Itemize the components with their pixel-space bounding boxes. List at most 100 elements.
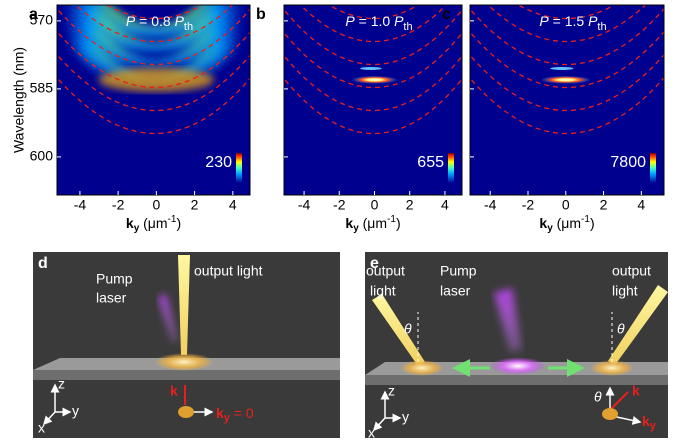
y-tick-label: 585 bbox=[30, 80, 54, 96]
x-tick-label: 2 bbox=[600, 197, 608, 213]
title-sub: th bbox=[184, 21, 193, 33]
x-tick-label: 0 bbox=[152, 197, 160, 213]
pump-label: laser bbox=[440, 283, 471, 299]
panel-title: P = 1.0 Pth bbox=[345, 13, 412, 33]
condensate bbox=[400, 360, 444, 376]
panel-letter: d bbox=[38, 255, 48, 272]
xlabel-unit: (μm bbox=[553, 215, 581, 231]
xlabel-sub: y bbox=[547, 223, 553, 234]
axis-label: x bbox=[368, 425, 375, 441]
pump-beam bbox=[494, 288, 522, 352]
xlabel-k: k bbox=[345, 215, 353, 231]
xlabel-sup: -1 bbox=[581, 214, 590, 225]
title-text: = 0.8 bbox=[135, 13, 174, 29]
output-label: output bbox=[612, 263, 651, 279]
ky-eq: = 0 bbox=[230, 405, 254, 421]
title-var: P bbox=[588, 13, 598, 29]
k-label: k bbox=[632, 383, 640, 399]
condensate-glow bbox=[360, 66, 382, 70]
theta-label: θ bbox=[617, 321, 625, 337]
pump-beam bbox=[158, 294, 178, 342]
title-text: = 1.5 bbox=[549, 13, 588, 29]
panel-e: e output light Pump laser output light θ… bbox=[365, 252, 668, 441]
xlabel-sup: -1 bbox=[168, 214, 177, 225]
panel-d: d Pump laser output light z y x k ky = 0 bbox=[33, 252, 340, 438]
x-tick-label: -2 bbox=[522, 197, 535, 213]
mode-curve bbox=[57, 53, 250, 112]
plot-area bbox=[470, 5, 664, 195]
condensate-glow bbox=[550, 66, 574, 70]
mode-curve bbox=[57, 7, 250, 66]
xlabel-k: k bbox=[126, 215, 134, 231]
mode-curve bbox=[470, 7, 664, 66]
heatmap-panel: -4 -2 0 2 4 570 585 600 a P = 0.8 Pth ky (μm-1) Wav… bbox=[11, 4, 251, 234]
title-sub: th bbox=[403, 21, 412, 33]
mode-curve bbox=[470, 76, 664, 135]
colorbar bbox=[650, 153, 656, 183]
colorbar-max: 655 bbox=[417, 154, 444, 171]
panel-title: P = 1.5 Pth bbox=[539, 13, 606, 33]
theta-label: θ bbox=[594, 389, 602, 405]
title-var: P bbox=[394, 13, 404, 29]
axis-label: z bbox=[388, 383, 395, 399]
output-beam bbox=[178, 255, 190, 355]
x-axis bbox=[372, 417, 386, 432]
mode-curve bbox=[284, 8, 462, 66]
x-tick-label: -4 bbox=[74, 197, 87, 213]
k-arrow bbox=[609, 391, 629, 411]
plot-area bbox=[284, 5, 462, 195]
x-tick-label: 2 bbox=[406, 197, 414, 213]
xlabel-sub: y bbox=[134, 223, 140, 234]
panel-letter: b bbox=[256, 6, 266, 23]
xlabel-close: ) bbox=[396, 215, 401, 231]
x-tick-label: -4 bbox=[484, 197, 497, 213]
title-var: P bbox=[345, 13, 355, 29]
ky-sub: y bbox=[650, 420, 657, 432]
k-label: k bbox=[170, 383, 178, 399]
xlabel-sup: -1 bbox=[387, 214, 396, 225]
axis-label: x bbox=[38, 420, 45, 436]
ky-k: k bbox=[642, 413, 650, 429]
xlabel-k: k bbox=[539, 215, 547, 231]
xlabel-sub: y bbox=[353, 223, 359, 234]
x-tick-label: 2 bbox=[191, 197, 199, 213]
y-axis-label: Wavelength (nm) bbox=[11, 47, 27, 153]
ky-k: k bbox=[216, 405, 224, 421]
panel-title: P = 0.8 Pth bbox=[126, 13, 193, 33]
x-axis bbox=[42, 411, 56, 426]
slab-side bbox=[33, 370, 340, 380]
colorbar-max: 7800 bbox=[610, 154, 646, 171]
title-var: P bbox=[126, 13, 136, 29]
condensate bbox=[590, 360, 634, 376]
mode-curve bbox=[487, 5, 647, 43]
ky-sub: y bbox=[224, 412, 231, 424]
slab-side bbox=[365, 375, 668, 385]
heatmap-panel: -4 -2 0 2 4 c P = 1.5 Pth ky (μm-1) 7800 bbox=[442, 4, 665, 234]
xlabel-unit: (μm bbox=[139, 215, 167, 231]
mode-curve bbox=[470, 30, 664, 89]
xlabel-close: ) bbox=[590, 215, 595, 231]
y-tick-label: 570 bbox=[30, 12, 54, 28]
colorbar-max: 230 bbox=[205, 154, 232, 171]
mode-curve bbox=[57, 76, 250, 135]
pump-label: Pump bbox=[440, 263, 477, 279]
x-tick-label: 4 bbox=[441, 197, 449, 213]
output-label: output bbox=[366, 263, 405, 279]
xlabel-unit: (μm bbox=[359, 215, 387, 231]
colorbar bbox=[236, 153, 242, 183]
output-beam bbox=[608, 285, 668, 365]
xlabel-close: ) bbox=[176, 215, 181, 231]
plot-frame bbox=[56, 4, 251, 196]
x-tick-label: 0 bbox=[371, 197, 379, 213]
x-tick-label: -2 bbox=[333, 197, 346, 213]
mode-curve bbox=[57, 30, 250, 89]
pump-label: laser bbox=[96, 290, 127, 306]
output-beam bbox=[372, 294, 425, 366]
condensate bbox=[154, 353, 214, 371]
mode-curve bbox=[470, 53, 664, 112]
title-var: P bbox=[539, 13, 549, 29]
heatmap-background bbox=[284, 5, 462, 195]
colorbar bbox=[448, 153, 454, 183]
plot-area bbox=[57, 5, 250, 195]
